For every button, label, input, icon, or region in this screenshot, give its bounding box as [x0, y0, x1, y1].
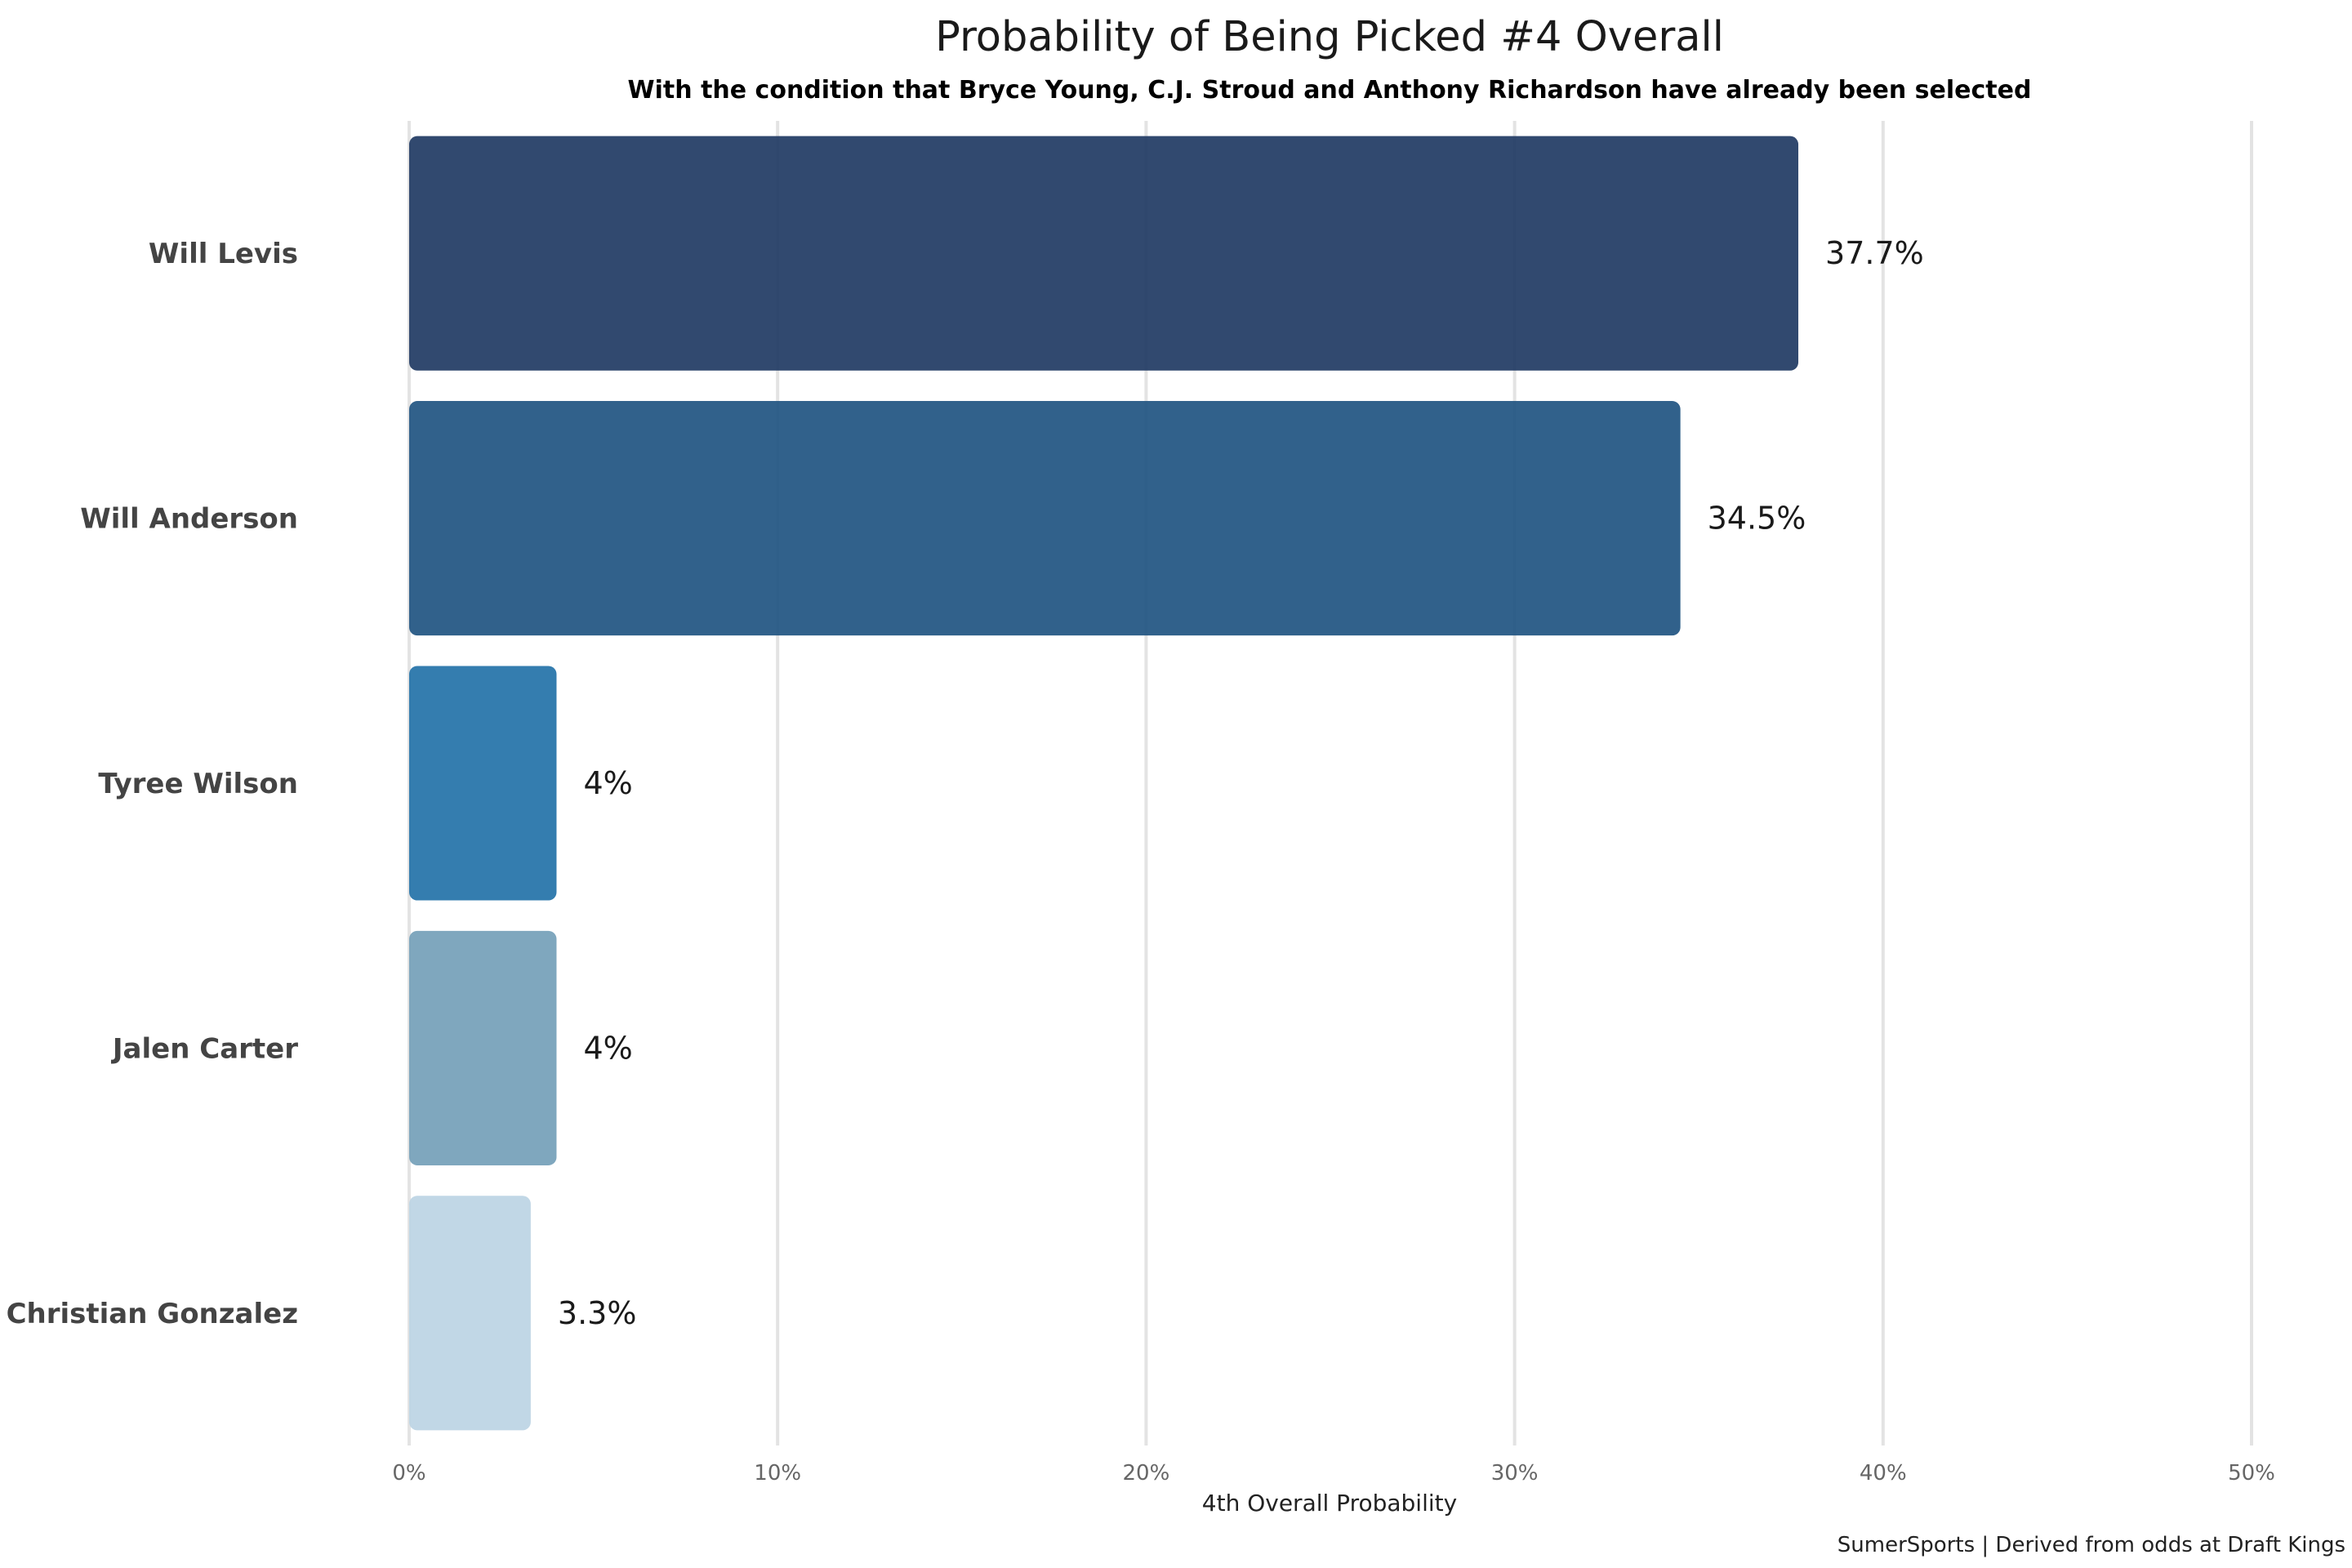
labels: 0% 10% 20% 30% 40% 50% Will Levis 37.7% Will And…	[7, 235, 2275, 1486]
x-axis-title: 4th Overall Probability	[1202, 1490, 1457, 1517]
x-tick-label: 50%	[2228, 1461, 2275, 1486]
category-label: Christian Gonzalez	[7, 1298, 298, 1330]
data-label: 3.3%	[558, 1295, 637, 1331]
chart-caption: SumerSports | Derived from odds at Draft…	[1838, 1533, 2345, 1557]
category-label: Will Levis	[149, 238, 298, 270]
x-tick-label: 30%	[1491, 1461, 1539, 1486]
data-label: 4%	[583, 765, 632, 801]
bar-tyree-wilson	[409, 666, 557, 901]
chart-title: Probability of Being Picked #4 Overall	[935, 13, 1724, 61]
bar-will-levis	[409, 136, 1799, 371]
bar-christian-gonzalez	[409, 1196, 531, 1431]
category-label: Tyree Wilson	[98, 768, 298, 800]
x-tick-label: 40%	[1860, 1461, 1907, 1486]
x-tick-label: 10%	[754, 1461, 801, 1486]
data-label: 4%	[583, 1030, 632, 1066]
data-label: 37.7%	[1825, 235, 1924, 271]
category-label: Jalen Carter	[111, 1032, 298, 1065]
chart-subtitle: With the condition that Bryce Young, C.J…	[628, 76, 2032, 105]
x-tick-label: 0%	[392, 1461, 425, 1486]
bars	[409, 136, 1799, 1431]
bar-will-anderson	[409, 401, 1681, 636]
x-tick-label: 20%	[1123, 1461, 1170, 1486]
category-label: Will Anderson	[80, 503, 298, 536]
bar-jalen-carter	[409, 930, 557, 1165]
data-label: 34.5%	[1708, 501, 1806, 537]
